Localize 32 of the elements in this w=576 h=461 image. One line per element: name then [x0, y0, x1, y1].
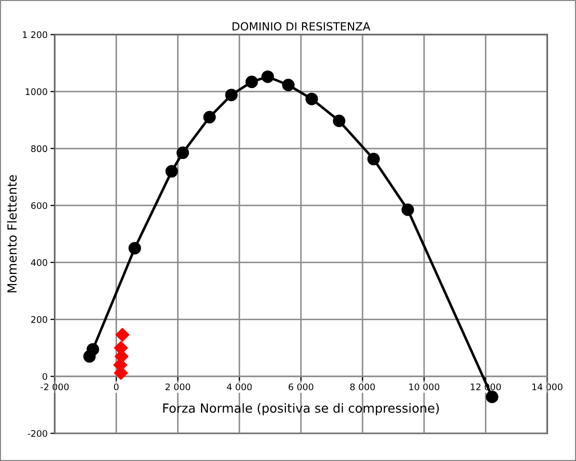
y-tick-label: 800: [31, 145, 48, 152]
point: [225, 88, 238, 102]
point: [245, 76, 258, 88]
point: [402, 203, 414, 216]
point: [367, 152, 380, 166]
point: [128, 242, 141, 254]
y-axis-title: Momento Flettente: [7, 175, 17, 292]
y-tick-label: 400: [30, 259, 48, 266]
point: [305, 92, 318, 106]
x-tick-label: 2 000: [166, 383, 190, 390]
x-tick-label: 6 000: [288, 383, 314, 390]
x-axis-title: Forza Normale (positiva se di compressione): [163, 403, 439, 416]
y-tick-label: 1000: [26, 88, 48, 96]
point: [282, 78, 295, 92]
point: [165, 165, 178, 178]
x-tick-label: 8 000: [350, 383, 375, 390]
x-tick-label: 4 000: [226, 383, 252, 390]
x-tick-label: 10 000: [409, 383, 440, 390]
y-tick-label: -200: [28, 430, 48, 437]
point: [116, 328, 130, 342]
point: [203, 110, 216, 124]
chart-title: DOMINIO DI RESISTENZA: [232, 22, 370, 31]
x-tick-label: 0: [114, 383, 119, 390]
point: [332, 114, 346, 128]
y-tick-label: 600: [31, 202, 48, 210]
point: [176, 146, 190, 160]
point: [261, 70, 274, 83]
y-tick-label: 0: [42, 373, 48, 380]
point: [486, 390, 498, 404]
point: [86, 343, 100, 356]
y-tick-label: 1 200: [22, 31, 48, 38]
y-tick-label: 200: [31, 316, 48, 323]
